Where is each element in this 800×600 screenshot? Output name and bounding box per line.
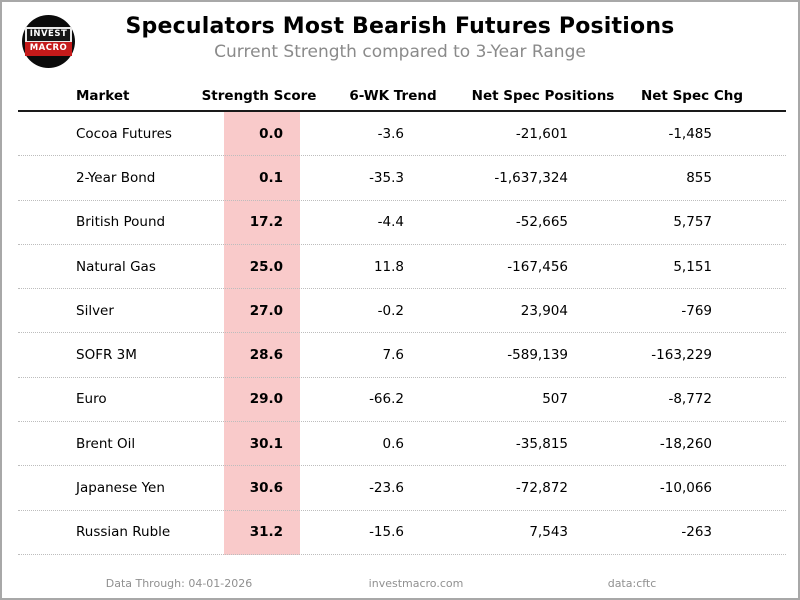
- market-cell: Brent Oil: [76, 435, 136, 452]
- net-spec-chg-cell: -163,229: [651, 347, 712, 364]
- trend-cell: -15.6: [369, 524, 404, 541]
- net-spec-chg-cell: -263: [681, 524, 712, 541]
- trend-cell: 7.6: [382, 347, 404, 364]
- net-spec-positions-cell: -589,139: [507, 347, 568, 364]
- trend-cell: -3.6: [377, 125, 404, 142]
- table-row: Euro 29.0 -66.2 507 -8,772: [18, 378, 786, 423]
- column-header-net-spec-positions: Net Spec Positions: [471, 88, 615, 104]
- net-spec-chg-cell: -18,260: [659, 435, 712, 452]
- net-spec-positions-cell: 507: [542, 391, 568, 408]
- market-cell: Euro: [76, 391, 107, 408]
- market-cell: Cocoa Futures: [76, 125, 172, 142]
- table-row: Russian Ruble 31.2 -15.6 7,543 -263: [18, 511, 786, 555]
- page-title: Speculators Most Bearish Futures Positio…: [125, 14, 675, 39]
- net-spec-positions-cell: -167,456: [507, 258, 568, 275]
- logo-macro-label: MACRO: [24, 41, 73, 56]
- strength-score-cell: 31.2: [249, 524, 283, 541]
- strength-score-cell: 28.6: [249, 347, 283, 364]
- table-row: British Pound 17.2 -4.4 -52,665 5,757: [18, 201, 786, 245]
- trend-cell: -23.6: [369, 480, 404, 497]
- market-cell: Japanese Yen: [76, 480, 165, 497]
- trend-cell: 11.8: [373, 258, 404, 275]
- table-row: SOFR 3M 28.6 7.6 -589,139 -163,229: [18, 333, 786, 378]
- market-cell: SOFR 3M: [76, 347, 137, 364]
- net-spec-positions-cell: -72,872: [515, 480, 568, 497]
- table-body: Cocoa Futures 0.0 -3.6 -21,601 -1,485 2-…: [18, 112, 786, 555]
- table-row: Japanese Yen 30.6 -23.6 -72,872 -10,066: [18, 466, 786, 511]
- strength-score-cell: 0.0: [259, 125, 283, 142]
- investmacro-logo-icon: INVEST MACRO: [22, 15, 75, 68]
- strength-score-cell: 25.0: [249, 258, 283, 275]
- strength-score-cell: 29.0: [249, 391, 283, 408]
- net-spec-chg-cell: 5,757: [673, 214, 712, 231]
- market-cell: 2-Year Bond: [76, 169, 156, 186]
- market-cell: Silver: [76, 302, 114, 319]
- strength-score-cell: 17.2: [249, 214, 283, 231]
- column-header-net-spec-chg: Net Spec Chg: [640, 88, 744, 104]
- strength-score-cell: 27.0: [249, 302, 283, 319]
- net-spec-chg-cell: -10,066: [659, 480, 712, 497]
- table-row: 2-Year Bond 0.1 -35.3 -1,637,324 855: [18, 156, 786, 201]
- futures-positions-table: Market Strength Score 6-WK Trend Net Spe…: [18, 82, 786, 555]
- net-spec-positions-cell: -52,665: [515, 214, 568, 231]
- column-header-6wk-trend: 6-WK Trend: [349, 88, 437, 104]
- net-spec-positions-cell: 7,543: [529, 524, 568, 541]
- trend-cell: 0.6: [382, 435, 404, 452]
- net-spec-positions-cell: -1,637,324: [494, 169, 568, 186]
- page-subtitle: Current Strength compared to 3-Year Rang…: [214, 42, 586, 62]
- strength-score-cell: 0.1: [259, 169, 283, 186]
- footer-data-source: data:cftc: [607, 577, 657, 590]
- trend-cell: -35.3: [369, 169, 404, 186]
- table-row: Natural Gas 25.0 11.8 -167,456 5,151: [18, 245, 786, 290]
- table-header-row: Market Strength Score 6-WK Trend Net Spe…: [18, 82, 786, 112]
- net-spec-chg-cell: -1,485: [668, 125, 712, 142]
- market-cell: Natural Gas: [76, 258, 156, 275]
- table-row: Brent Oil 30.1 0.6 -35,815 -18,260: [18, 422, 786, 467]
- net-spec-chg-cell: 855: [686, 169, 712, 186]
- net-spec-chg-cell: -8,772: [668, 391, 712, 408]
- net-spec-chg-cell: -769: [681, 302, 712, 319]
- strength-score-cell: 30.6: [249, 480, 283, 497]
- logo-invest-label: INVEST: [24, 27, 73, 43]
- table-row: Silver 27.0 -0.2 23,904 -769: [18, 289, 786, 334]
- trend-cell: -66.2: [369, 391, 404, 408]
- market-cell: British Pound: [76, 214, 166, 231]
- trend-cell: -4.4: [377, 214, 404, 231]
- footer-website: investmacro.com: [368, 577, 464, 590]
- strength-score-cell: 30.1: [249, 435, 283, 452]
- strength-highlight-band: [224, 112, 300, 555]
- net-spec-positions-cell: -21,601: [515, 125, 568, 142]
- net-spec-positions-cell: -35,815: [515, 435, 568, 452]
- column-header-market: Market: [76, 88, 130, 104]
- footer-data-through: Data Through: 04-01-2026: [105, 577, 253, 590]
- column-header-strength-score: Strength Score: [201, 88, 317, 104]
- market-cell: Russian Ruble: [76, 524, 171, 541]
- table-row: Cocoa Futures 0.0 -3.6 -21,601 -1,485: [18, 112, 786, 157]
- net-spec-chg-cell: 5,151: [673, 258, 712, 275]
- trend-cell: -0.2: [377, 302, 404, 319]
- net-spec-positions-cell: 23,904: [520, 302, 568, 319]
